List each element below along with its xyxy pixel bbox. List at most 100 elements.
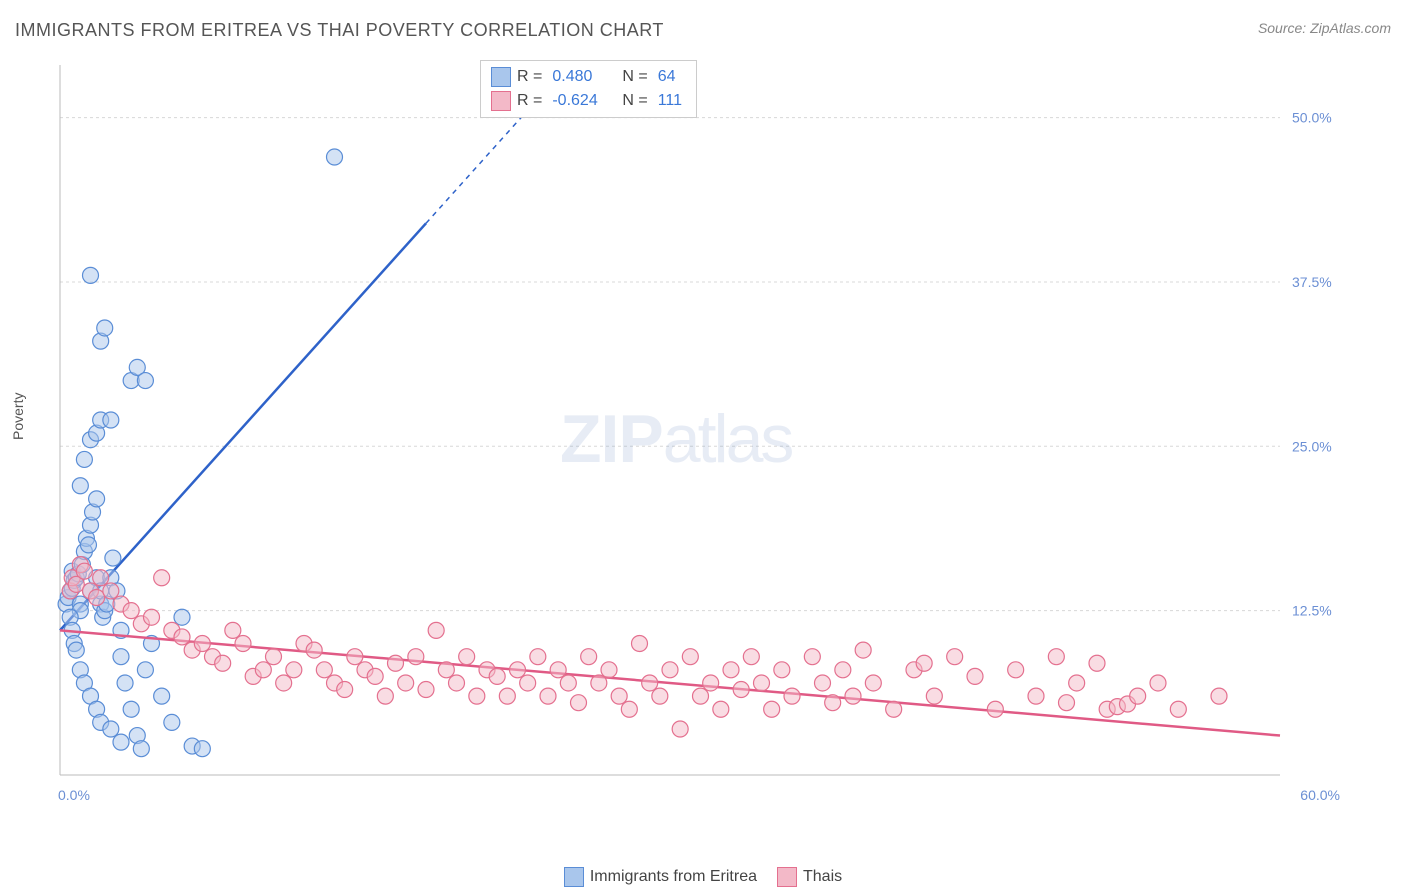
data-point xyxy=(123,701,139,717)
data-point xyxy=(398,675,414,691)
data-point xyxy=(469,688,485,704)
legend-label: Immigrants from Eritrea xyxy=(590,868,757,886)
data-point xyxy=(377,688,393,704)
n-value: 111 xyxy=(654,92,686,110)
data-point xyxy=(276,675,292,691)
data-point xyxy=(947,649,963,665)
data-point xyxy=(754,675,770,691)
legend: Immigrants from Eritrea Thais xyxy=(0,867,1406,892)
y-tick-label: 25.0% xyxy=(1292,438,1332,454)
series-swatch xyxy=(491,67,511,87)
data-point xyxy=(428,622,444,638)
n-label: N = xyxy=(622,92,647,110)
legend-label: Thais xyxy=(803,868,842,886)
data-point xyxy=(316,662,332,678)
data-point xyxy=(1170,701,1186,717)
data-point xyxy=(550,662,566,678)
data-point xyxy=(449,675,465,691)
data-point xyxy=(581,649,597,665)
data-point xyxy=(967,668,983,684)
data-point xyxy=(652,688,668,704)
data-point xyxy=(154,570,170,586)
y-tick-label: 50.0% xyxy=(1292,110,1332,126)
r-label: R = xyxy=(517,68,542,86)
data-point xyxy=(489,668,505,684)
data-point xyxy=(89,590,105,606)
y-tick-label: 12.5% xyxy=(1292,603,1332,619)
data-point xyxy=(144,609,160,625)
data-point xyxy=(235,636,251,652)
data-point xyxy=(540,688,556,704)
r-value: 0.480 xyxy=(548,68,616,86)
legend-item: Immigrants from Eritrea xyxy=(564,867,757,887)
data-point xyxy=(225,622,241,638)
data-point xyxy=(642,675,658,691)
data-point xyxy=(137,373,153,389)
data-point xyxy=(611,688,627,704)
data-point xyxy=(194,741,210,757)
data-point xyxy=(601,662,617,678)
data-point xyxy=(591,675,607,691)
data-point xyxy=(103,721,119,737)
data-point xyxy=(137,662,153,678)
data-point xyxy=(1069,675,1085,691)
data-point xyxy=(987,701,1003,717)
data-point xyxy=(133,741,149,757)
data-point xyxy=(174,609,190,625)
data-point xyxy=(1130,688,1146,704)
data-point xyxy=(530,649,546,665)
data-point xyxy=(1059,695,1075,711)
data-point xyxy=(337,682,353,698)
data-point xyxy=(743,649,759,665)
data-point xyxy=(80,537,96,553)
data-point xyxy=(520,675,536,691)
n-label: N = xyxy=(622,68,647,86)
data-point xyxy=(560,675,576,691)
data-point xyxy=(438,662,454,678)
data-point xyxy=(835,662,851,678)
data-point xyxy=(804,649,820,665)
stats-row: R =0.480N =64 xyxy=(491,65,686,89)
data-point xyxy=(703,675,719,691)
data-point xyxy=(164,714,180,730)
data-point xyxy=(154,688,170,704)
data-point xyxy=(713,701,729,717)
r-label: R = xyxy=(517,92,542,110)
data-point xyxy=(815,675,831,691)
data-point xyxy=(418,682,434,698)
data-point xyxy=(723,662,739,678)
data-point xyxy=(113,649,129,665)
data-point xyxy=(499,688,515,704)
data-point xyxy=(306,642,322,658)
data-point xyxy=(83,267,99,283)
data-point xyxy=(693,688,709,704)
data-point xyxy=(1211,688,1227,704)
data-point xyxy=(1089,655,1105,671)
data-point xyxy=(123,603,139,619)
data-point xyxy=(347,649,363,665)
chart-title: IMMIGRANTS FROM ERITREA VS THAI POVERTY … xyxy=(15,20,664,40)
data-point xyxy=(388,655,404,671)
data-point xyxy=(459,649,475,665)
data-point xyxy=(266,649,282,665)
data-point xyxy=(1008,662,1024,678)
data-point xyxy=(286,662,302,678)
series-swatch xyxy=(491,91,511,111)
data-point xyxy=(764,701,780,717)
data-point xyxy=(774,662,790,678)
data-point xyxy=(733,682,749,698)
data-point xyxy=(215,655,231,671)
data-point xyxy=(194,636,210,652)
stats-row: R =-0.624N =111 xyxy=(491,89,686,113)
data-point xyxy=(68,642,84,658)
data-point xyxy=(113,734,129,750)
data-point xyxy=(672,721,688,737)
correlation-stats-box: R =0.480N =64R =-0.624N =111 xyxy=(480,60,697,118)
data-point xyxy=(174,629,190,645)
data-point xyxy=(632,636,648,652)
data-point xyxy=(865,675,881,691)
data-point xyxy=(117,675,133,691)
data-point xyxy=(1028,688,1044,704)
data-point xyxy=(926,688,942,704)
scatter-plot: 12.5%25.0%37.5%50.0%0.0%60.0% xyxy=(50,55,1350,845)
